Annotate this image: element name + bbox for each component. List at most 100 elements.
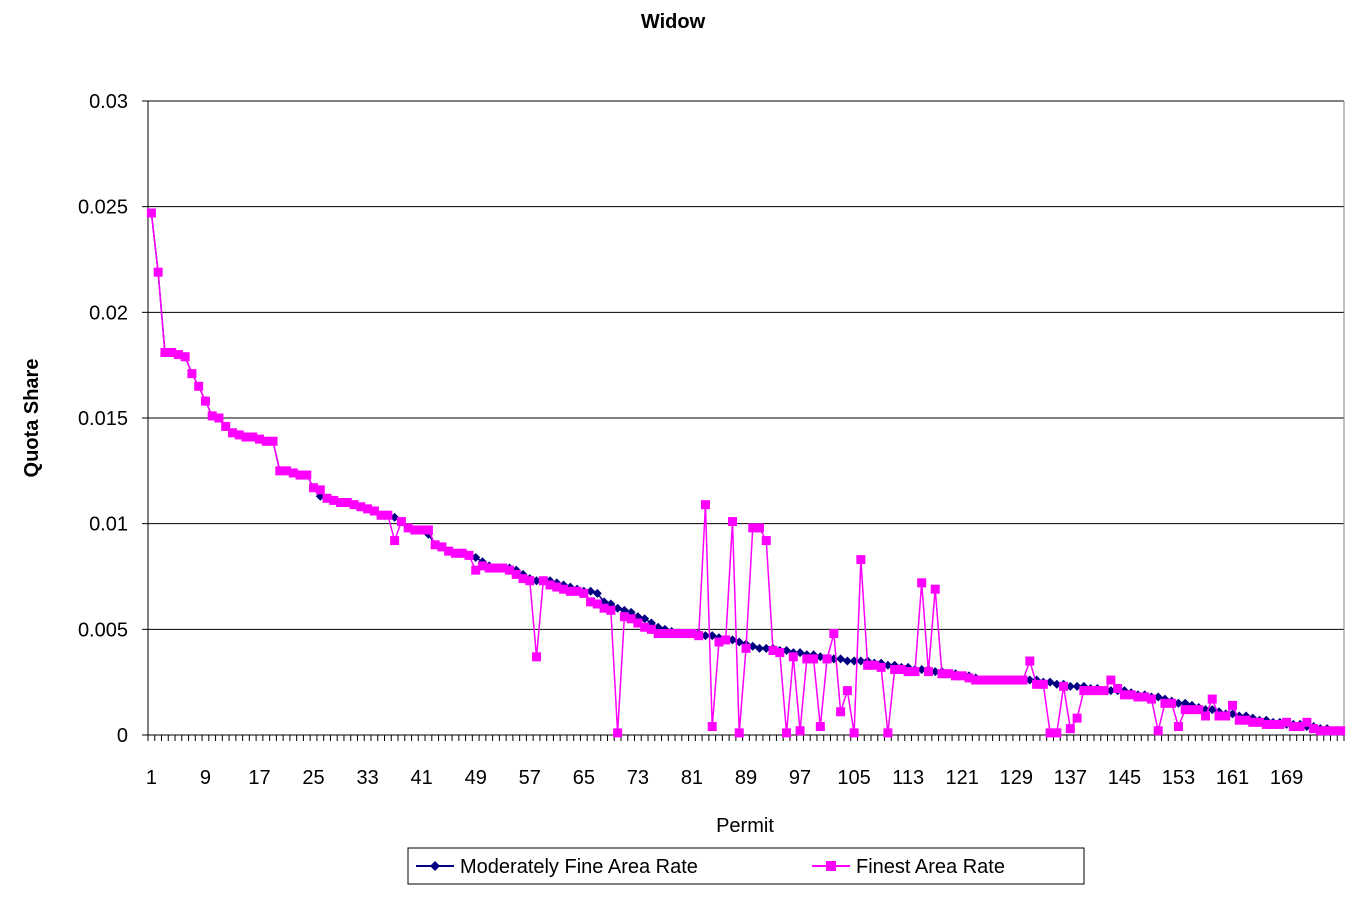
data-point-square: [606, 605, 616, 615]
data-point-square: [660, 629, 670, 639]
data-point-square: [1214, 711, 1224, 721]
data-point-square: [207, 411, 217, 421]
data-point-square: [241, 432, 251, 442]
data-point-square: [248, 432, 258, 442]
data-point-square: [1234, 715, 1244, 725]
y-tick-label: 0.005: [78, 619, 128, 641]
data-point-square: [1241, 715, 1251, 725]
data-point-diamond: [883, 660, 893, 670]
data-point-square: [1329, 726, 1339, 736]
data-point-square: [782, 728, 792, 738]
data-point-square: [950, 671, 960, 681]
data-point-square: [464, 550, 474, 560]
data-point-square: [788, 652, 798, 662]
data-point-square: [302, 470, 312, 480]
y-axis-label: Quota Share: [21, 359, 43, 478]
data-point-square: [734, 728, 744, 738]
data-point-square: [356, 502, 366, 512]
data-point-diamond: [1153, 692, 1163, 702]
gridlines: [148, 100, 1344, 630]
x-tick-label: 105: [837, 767, 870, 789]
data-point-square: [599, 603, 609, 613]
data-point-square: [1295, 722, 1305, 732]
data-point-square: [890, 664, 900, 674]
data-point-square: [1072, 713, 1082, 723]
data-point-diamond: [782, 645, 792, 655]
data-point-square: [1248, 717, 1258, 727]
data-point-square: [565, 586, 575, 596]
data-point-square: [227, 428, 237, 438]
data-point-square: [1302, 717, 1312, 727]
data-point-diamond: [856, 656, 866, 666]
data-point-square: [1119, 690, 1129, 700]
data-point-square: [315, 485, 325, 495]
x-tick-label: 1: [146, 767, 157, 789]
data-point-square: [1146, 694, 1156, 704]
data-point-square: [748, 523, 758, 533]
data-point-square: [430, 540, 440, 550]
data-point-square: [1180, 705, 1190, 715]
data-point-square: [383, 510, 393, 520]
data-point-square: [1309, 724, 1319, 734]
data-point-square: [1106, 675, 1116, 685]
data-point-square: [559, 584, 569, 594]
y-tick-label: 0.015: [78, 408, 128, 430]
x-tick-label: 161: [1216, 767, 1249, 789]
data-point-square: [673, 629, 683, 639]
data-point-square: [579, 588, 589, 598]
legend-item: Finest Area Rate: [812, 856, 1005, 878]
data-point-square: [552, 582, 562, 592]
data-point-square: [1336, 726, 1346, 736]
data-point-square: [856, 555, 866, 565]
data-point-square: [646, 624, 656, 634]
data-point-square: [146, 208, 156, 218]
data-point-square: [194, 381, 204, 391]
data-point-diamond: [1065, 681, 1075, 691]
data-point-square: [1207, 694, 1217, 704]
data-point-square: [410, 525, 420, 535]
data-point-square: [511, 569, 521, 579]
data-point-diamond: [795, 648, 805, 658]
data-point-square: [876, 662, 886, 672]
data-point-square: [444, 546, 454, 556]
data-point-square: [214, 413, 224, 423]
data-point-square: [923, 667, 933, 677]
data-point-square: [836, 707, 846, 717]
data-point-square: [295, 470, 305, 480]
data-point-square: [741, 643, 751, 653]
data-point-square: [1315, 726, 1325, 736]
data-point-square: [403, 523, 413, 533]
data-point-square: [903, 667, 913, 677]
data-point-diamond: [1072, 681, 1082, 691]
data-point-square: [721, 635, 731, 645]
data-point-square: [1275, 719, 1285, 729]
data-point-square: [234, 430, 244, 440]
data-point-square: [869, 660, 879, 670]
data-point-diamond: [1207, 705, 1217, 715]
data-point-diamond: [532, 576, 542, 586]
legend-label: Finest Area Rate: [856, 856, 1005, 878]
y-tick-label: 0.01: [89, 514, 128, 536]
data-point-square: [363, 504, 373, 514]
data-point-diamond: [1052, 679, 1062, 689]
data-point-square: [626, 614, 636, 624]
y-tick-label: 0.025: [78, 197, 128, 219]
data-point-square: [167, 347, 177, 357]
x-tick-label: 9: [200, 767, 211, 789]
data-point-diamond: [755, 643, 765, 653]
data-point-square: [1025, 656, 1035, 666]
data-point-square: [694, 631, 704, 641]
data-point-square: [1011, 675, 1021, 685]
data-point-square: [1092, 686, 1102, 696]
data-point-square: [1255, 717, 1265, 727]
data-point-square: [1045, 728, 1055, 738]
data-point-square: [396, 517, 406, 527]
data-point-square: [930, 584, 940, 594]
data-point-diamond: [586, 586, 596, 596]
x-tick-label: 97: [789, 767, 811, 789]
data-point-square: [309, 483, 319, 493]
data-point-square: [1099, 686, 1109, 696]
data-point-square: [944, 669, 954, 679]
data-point-square: [336, 498, 346, 508]
